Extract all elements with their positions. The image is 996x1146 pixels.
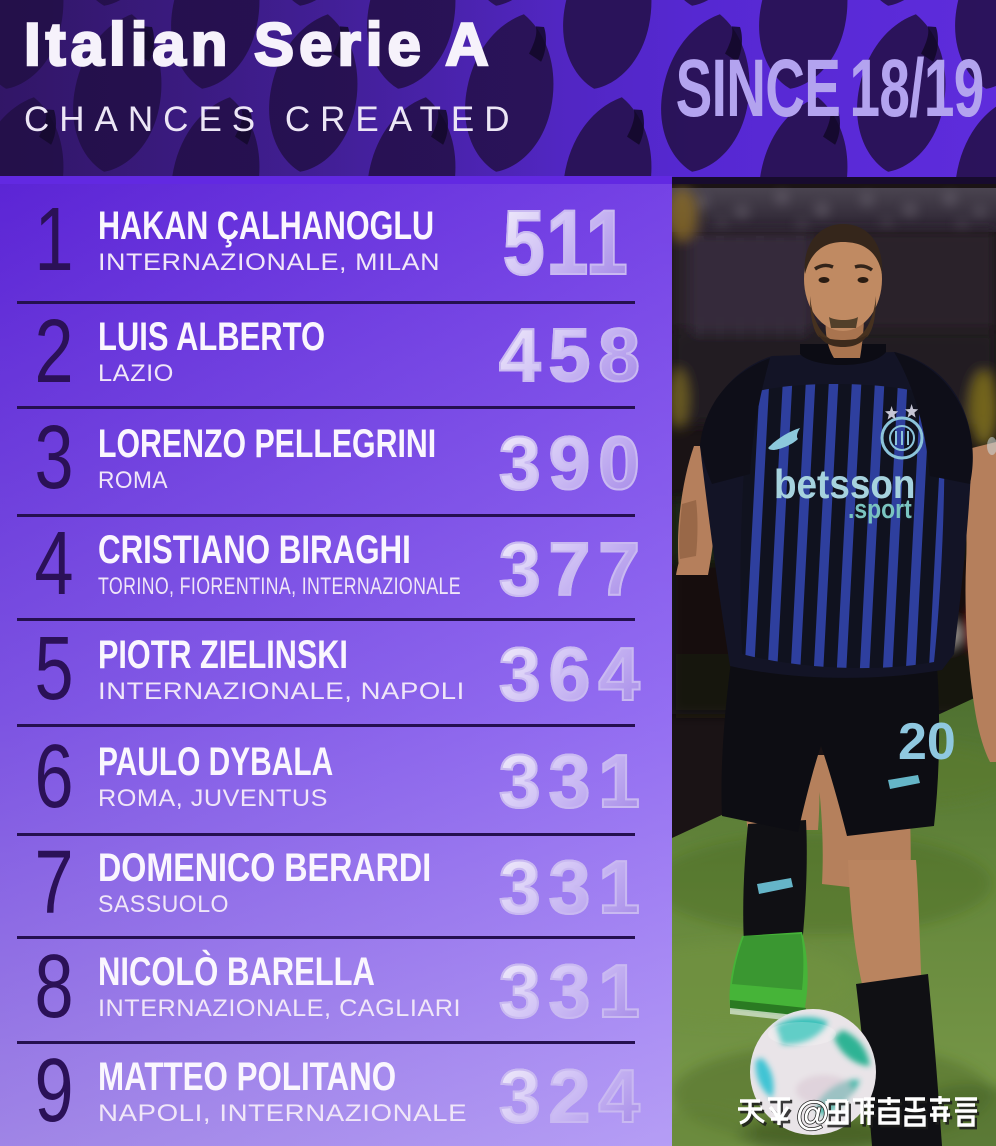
svg-text:@: @ [796, 1095, 829, 1133]
svg-text:20: 20 [898, 713, 956, 771]
svg-text:betsson: betsson [774, 462, 915, 507]
svg-text:.sport: .sport [848, 494, 912, 524]
